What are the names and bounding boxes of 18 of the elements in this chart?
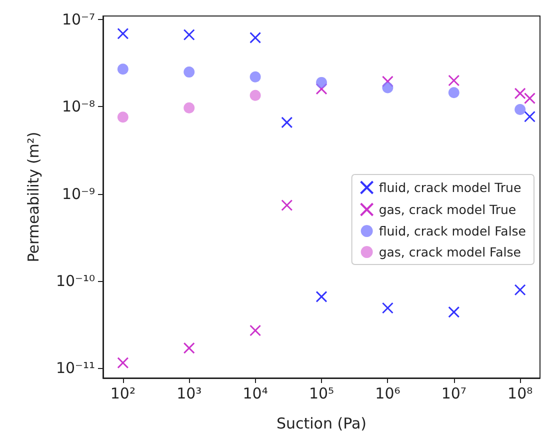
y-axis-title: Permeability (m²) [24,132,42,262]
y-tick-label: 10⁻¹¹ [56,359,95,378]
y-tick-label: 10⁻⁷ [62,10,95,29]
x-axis-title: Suction (Pa) [276,414,367,432]
legend-label: gas, crack model True [378,202,516,217]
x-tick-label: 10⁷ [441,384,466,402]
x-tick-label: 10³ [176,384,202,402]
y-tick-label: 10⁻¹⁰ [56,272,95,290]
y-tick-label: 10⁻⁸ [62,98,95,116]
x-tick-label: 10⁸ [508,384,533,402]
legend-label: gas, crack model False [378,244,522,260]
y-tick-label: 10⁻⁹ [62,184,95,203]
legend-label: fluid, crack model True [378,180,522,195]
x-tick-label: 10⁵ [308,384,334,402]
x-tick-label: 10⁶ [375,384,400,402]
x-tick-label: 10² [110,384,136,402]
x-tick-label: 10⁴ [242,384,268,402]
legend-label: fluid, crack model False [378,224,526,238]
